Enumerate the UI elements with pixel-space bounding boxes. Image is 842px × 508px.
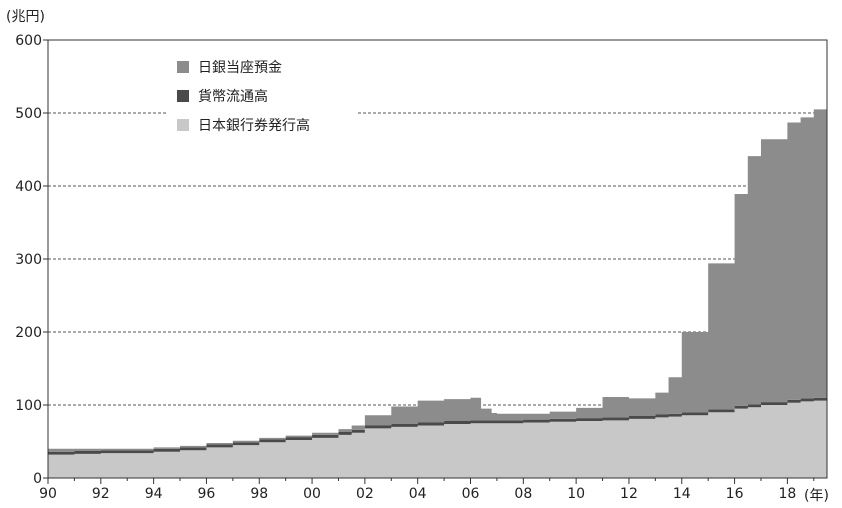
legend-swatch-2 <box>177 61 189 73</box>
x-tick-label: 16 <box>726 486 744 502</box>
x-tick-label: 08 <box>514 486 532 502</box>
x-tick-label: 06 <box>462 486 480 502</box>
legend-label-2: 日銀当座預金 <box>198 60 282 76</box>
x-tick-label: 92 <box>92 486 110 502</box>
x-tick-label: 96 <box>198 486 216 502</box>
area-series-2 <box>48 102 827 452</box>
x-tick-label: 90 <box>39 486 57 502</box>
x-tick-label: 00 <box>303 486 321 502</box>
legend-label-0: 日本銀行券発行高 <box>198 117 310 134</box>
x-tick-label: 14 <box>673 486 691 502</box>
y-tick-label: 100 <box>15 398 42 414</box>
stacked-areas <box>48 102 827 478</box>
x-axis: 90 92 94 96 98 00 02 04 06 08 10 12 14 16 18 <box>39 478 815 502</box>
y-axis: 0 100 200 300 400 500 600 <box>15 33 48 487</box>
x-tick-label: 18 <box>778 486 796 502</box>
y-tick-label: 200 <box>15 325 42 341</box>
x-tick-label: 94 <box>145 486 163 502</box>
legend-label-1: 貨幣流通高 <box>198 88 268 105</box>
y-tick-label: 0 <box>33 471 42 487</box>
y-tick-label: 400 <box>15 179 42 195</box>
x-tick-label: 02 <box>356 486 374 502</box>
x-tick-label: 10 <box>567 486 585 502</box>
x-tick-label: 12 <box>620 486 638 502</box>
legend-background <box>166 52 356 144</box>
y-tick-label: 300 <box>15 252 42 268</box>
x-axis-unit: (年) <box>804 488 829 504</box>
legend-swatch-0 <box>177 119 189 131</box>
y-tick-label: 600 <box>15 33 42 49</box>
y-axis-unit: (兆円) <box>6 9 45 25</box>
x-tick-label: 98 <box>250 486 268 502</box>
x-tick-label: 04 <box>409 486 427 502</box>
area-series-0 <box>48 400 827 478</box>
legend-swatch-1 <box>177 90 189 102</box>
y-tick-label: 500 <box>15 106 42 122</box>
